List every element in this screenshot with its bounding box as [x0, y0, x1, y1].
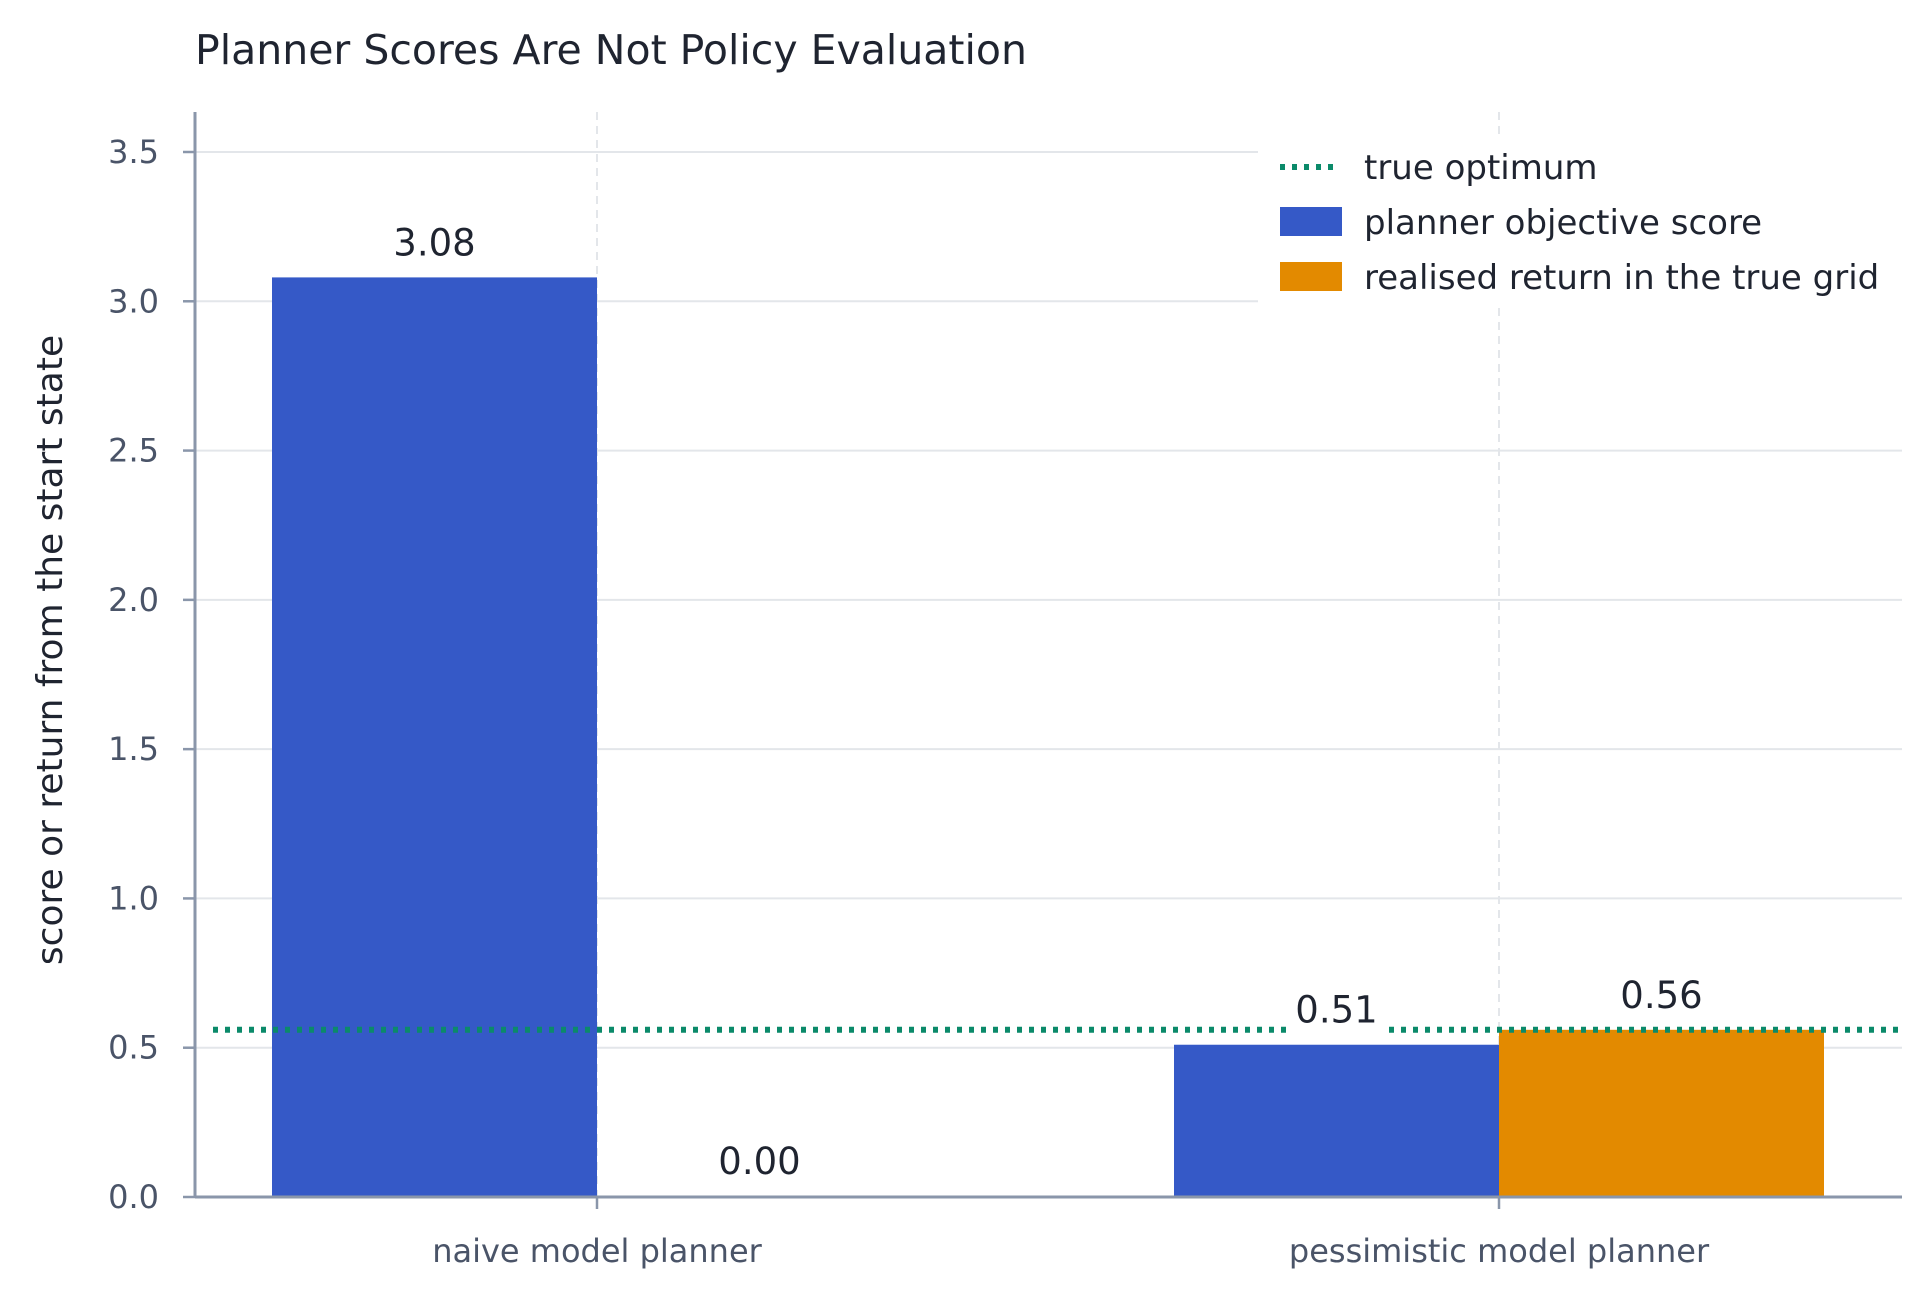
y-tick-label: 1.5	[108, 730, 159, 768]
y-tick-label: 3.0	[108, 282, 159, 320]
legend-label: realised return in the true grid	[1364, 258, 1879, 298]
legend-swatch	[1280, 262, 1342, 291]
data-label: 0.56	[1620, 974, 1702, 1017]
bar	[272, 277, 597, 1197]
data-label: 3.08	[393, 221, 475, 264]
y-axis-label: score or return from the start state	[30, 335, 71, 965]
legend-background	[1258, 140, 1904, 308]
legend-label: true optimum	[1364, 148, 1598, 188]
bar	[1499, 1029, 1824, 1197]
tick-labels: 0.0 0.5 1.0 1.5 2.0 2.5 3.0 3.5 naive model plan…	[108, 133, 1710, 1270]
y-tick-label: 2.0	[108, 581, 159, 619]
data-label-background	[1290, 994, 1386, 1040]
y-tick-label: 0.5	[108, 1029, 159, 1067]
data-labels: 3.08 0.51 0.00 0.56	[393, 221, 1702, 1183]
bars	[272, 277, 1824, 1197]
bar	[1174, 1044, 1499, 1197]
data-label: 0.51	[1295, 989, 1377, 1032]
chart-title: Planner Scores Are Not Policy Evaluation	[195, 26, 1027, 74]
legend-label: planner objective score	[1364, 203, 1762, 243]
data-label: 0.00	[718, 1140, 800, 1183]
y-tick-label: 3.5	[108, 133, 159, 171]
legend-swatch	[1280, 207, 1342, 236]
x-tick-label: naive model planner	[432, 1232, 762, 1270]
legend: true optimum planner objective score reali…	[1258, 140, 1904, 308]
y-tick-label: 0.0	[108, 1178, 159, 1216]
y-tick-label: 2.5	[108, 432, 159, 470]
y-tick-label: 1.0	[108, 879, 159, 917]
axes	[193, 112, 1902, 1199]
x-tick-label: pessimistic model planner	[1289, 1232, 1710, 1270]
